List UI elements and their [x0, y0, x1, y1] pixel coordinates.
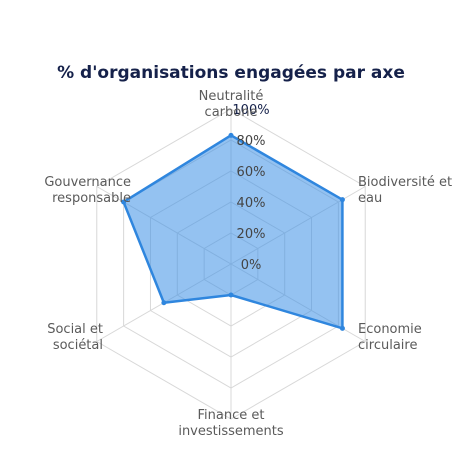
axis-label: Gouvernance responsable: [44, 175, 131, 206]
data-series: [121, 132, 345, 331]
tick-label: 20%: [237, 227, 266, 242]
axis-label: Neutralité carbone: [199, 89, 264, 120]
tick-label: 0%: [241, 258, 262, 273]
axis-label: Social et sociétal: [47, 322, 103, 353]
chart-title: % d'organisations engagées par axe: [57, 63, 405, 83]
tick-label: 100%: [232, 103, 269, 118]
axis-label: Finance et investissements: [178, 408, 284, 439]
data-point: [121, 199, 127, 205]
tick-label: 60%: [237, 165, 266, 180]
data-point: [339, 325, 345, 331]
axis-label: Economie circulaire: [358, 322, 422, 353]
tick-label: 40%: [237, 196, 266, 211]
data-point: [228, 292, 234, 298]
data-point: [161, 300, 167, 306]
radial-ticks: 0% 20% 40% 60% 80% 100%: [232, 103, 269, 273]
series-area: [122, 134, 344, 330]
axis-label: Biodiversité et eau: [358, 175, 452, 206]
tick-label: 80%: [237, 134, 266, 149]
data-point: [228, 132, 234, 138]
data-point: [339, 197, 345, 203]
axis-labels: Neutralité carbone Biodiversité et eau Econo…: [44, 89, 452, 439]
